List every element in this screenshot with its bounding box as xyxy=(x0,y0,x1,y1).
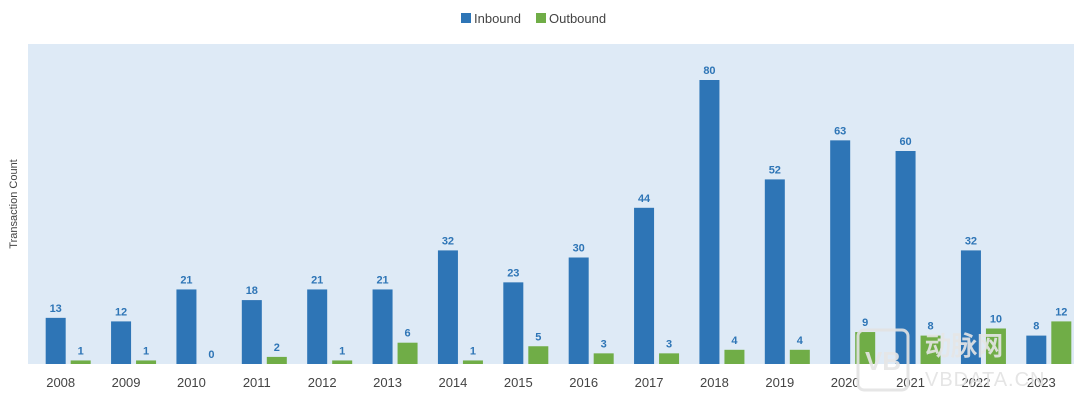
x-tick-2009: 2009 xyxy=(112,375,141,390)
data-label-inbound-2018: 80 xyxy=(703,65,715,77)
data-label-outbound-2014: 1 xyxy=(470,345,476,357)
data-label-outbound-2021: 8 xyxy=(928,321,934,333)
data-label-outbound-2019: 4 xyxy=(797,335,804,347)
bar-outbound-2014 xyxy=(462,360,483,364)
data-label-inbound-2008: 13 xyxy=(50,303,62,315)
x-tick-2023: 2023 xyxy=(1027,375,1056,390)
legend-swatch-inbound xyxy=(461,13,471,23)
data-label-outbound-2022: 10 xyxy=(990,314,1002,326)
x-tick-2016: 2016 xyxy=(569,375,598,390)
x-tick-2021: 2021 xyxy=(896,375,925,390)
data-label-inbound-2016: 30 xyxy=(573,243,585,255)
data-label-inbound-2019: 52 xyxy=(769,164,781,176)
data-label-inbound-2013: 21 xyxy=(376,274,388,286)
watermark-cn-text: 动脉网 xyxy=(925,331,1003,361)
bar-outbound-2022 xyxy=(985,328,1006,364)
bar-inbound-2011 xyxy=(241,300,262,364)
bar-outbound-2021 xyxy=(920,335,941,364)
bar-outbound-2016 xyxy=(593,353,614,364)
data-label-inbound-2020: 63 xyxy=(834,125,846,137)
data-label-outbound-2013: 6 xyxy=(405,328,411,340)
data-label-inbound-2015: 23 xyxy=(507,267,519,279)
bar-inbound-2021 xyxy=(895,151,916,364)
x-tick-2018: 2018 xyxy=(700,375,729,390)
bar-inbound-2023 xyxy=(1026,335,1047,364)
legend: Inbound Outbound xyxy=(461,11,606,26)
bar-inbound-2020 xyxy=(830,140,851,364)
data-label-outbound-2017: 3 xyxy=(666,338,672,350)
x-tick-2011: 2011 xyxy=(243,375,271,390)
data-label-outbound-2018: 4 xyxy=(731,335,738,347)
x-tick-2022: 2022 xyxy=(961,375,990,390)
x-tick-labels: 2008 2009 2010 2011 2012 2013 2014 2015 2016 2017… xyxy=(46,375,1056,390)
data-label-outbound-2016: 3 xyxy=(601,338,607,350)
x-tick-2014: 2014 xyxy=(438,375,467,390)
bar-inbound-2019 xyxy=(764,179,785,364)
bar-inbound-2010 xyxy=(176,289,197,364)
data-label-inbound-2009: 12 xyxy=(115,306,127,318)
legend-label-inbound: Inbound xyxy=(474,11,521,26)
data-label-inbound-2021: 60 xyxy=(899,136,911,148)
x-tick-2015: 2015 xyxy=(504,375,533,390)
bar-outbound-2013 xyxy=(397,342,418,364)
bar-inbound-2016 xyxy=(568,257,589,364)
x-tick-2017: 2017 xyxy=(635,375,664,390)
x-tick-2020: 2020 xyxy=(831,375,860,390)
data-label-outbound-2011: 2 xyxy=(274,342,280,354)
data-label-inbound-2011: 18 xyxy=(246,285,258,297)
x-tick-2008: 2008 xyxy=(46,375,75,390)
bar-inbound-2017 xyxy=(634,207,655,364)
bar-outbound-2023 xyxy=(1051,321,1072,364)
data-label-outbound-2009: 1 xyxy=(143,345,149,357)
bar-outbound-2008 xyxy=(70,360,91,364)
bar-outbound-2011 xyxy=(266,356,287,364)
bar-inbound-2008 xyxy=(45,317,66,364)
data-label-outbound-2023: 12 xyxy=(1055,306,1067,318)
bar-inbound-2018 xyxy=(699,80,720,364)
data-label-outbound-2012: 1 xyxy=(339,345,345,357)
bar-inbound-2014 xyxy=(437,250,458,364)
data-label-inbound-2012: 21 xyxy=(311,274,323,286)
legend-label-outbound: Outbound xyxy=(549,11,606,26)
data-label-inbound-2010: 21 xyxy=(180,274,192,286)
bar-outbound-2018 xyxy=(724,349,745,364)
watermark-url-text: VBDATA.CN xyxy=(925,369,1046,391)
bar-inbound-2013 xyxy=(372,289,393,364)
x-tick-2013: 2013 xyxy=(373,375,402,390)
bar-outbound-2019 xyxy=(789,349,810,364)
bars-group xyxy=(45,80,1072,364)
bar-outbound-2020 xyxy=(855,332,876,364)
x-tick-2019: 2019 xyxy=(765,375,794,390)
bar-inbound-2015 xyxy=(503,282,524,364)
bar-outbound-2015 xyxy=(528,346,549,364)
data-label-inbound-2023: 8 xyxy=(1033,321,1039,333)
x-tick-2010: 2010 xyxy=(177,375,206,390)
data-label-outbound-2015: 5 xyxy=(535,331,541,343)
bar-inbound-2012 xyxy=(307,289,328,364)
data-label-outbound-2008: 1 xyxy=(78,345,84,357)
watermark: VB 动脉网 VBDATA.CN xyxy=(856,328,1046,392)
watermark-logo-text: VB xyxy=(865,346,901,376)
bar-outbound-2009 xyxy=(136,360,157,364)
bar-outbound-2017 xyxy=(659,353,680,364)
bar-inbound-2009 xyxy=(111,321,132,364)
bar-inbound-2022 xyxy=(960,250,981,364)
bar-outbound-2012 xyxy=(332,360,353,364)
data-label-outbound-2020: 9 xyxy=(862,317,868,329)
watermark-logo-frame xyxy=(856,328,910,392)
legend-swatch-outbound xyxy=(536,13,546,23)
data-label-inbound-2017: 44 xyxy=(638,193,651,205)
data-label-inbound-2022: 32 xyxy=(965,235,977,247)
y-axis-title: Transaction Count xyxy=(8,159,20,248)
data-label-inbound-2014: 32 xyxy=(442,235,454,247)
data-label-outbound-2010: 0 xyxy=(208,349,214,361)
data-labels-group: 1311212101822112163212353034438045246396… xyxy=(50,65,1068,361)
x-tick-2012: 2012 xyxy=(308,375,337,390)
